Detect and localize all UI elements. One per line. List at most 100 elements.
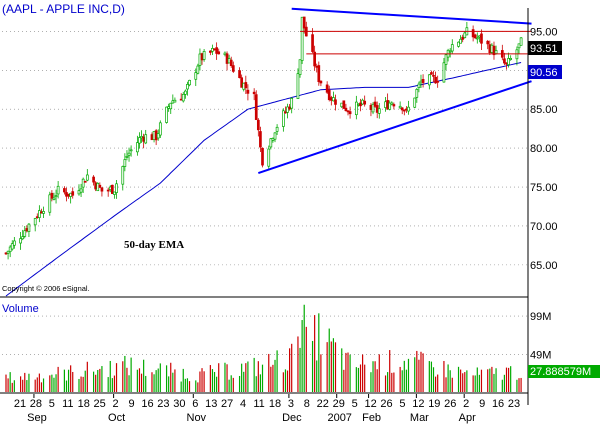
candle: [475, 32, 479, 44]
candle: [286, 103, 289, 119]
candle-body: [111, 184, 114, 194]
candle: [81, 177, 85, 193]
candle-body: [290, 98, 294, 109]
candle: [259, 126, 262, 153]
candle: [325, 81, 329, 95]
candle-body: [156, 133, 160, 139]
candle-body: [392, 104, 396, 107]
candle-body: [340, 102, 344, 108]
candle: [12, 237, 16, 249]
candle-body: [154, 130, 158, 141]
candle-body: [413, 97, 417, 108]
candle: [313, 45, 316, 71]
candle-body: [77, 190, 81, 195]
candle: [42, 206, 45, 218]
candle-body: [302, 16, 306, 29]
candle: [415, 87, 419, 103]
candle: [71, 187, 75, 199]
candle: [111, 184, 114, 195]
candle-body: [450, 44, 454, 52]
candle: [298, 59, 302, 78]
candle: [96, 182, 100, 192]
candle: [354, 95, 358, 120]
candle-body: [444, 54, 448, 65]
trendlines: [258, 7, 532, 174]
x-day-label: 6: [192, 398, 198, 410]
candle-body: [319, 80, 323, 84]
candle-body: [259, 131, 262, 148]
candle-body: [52, 197, 56, 200]
candle-body: [152, 131, 156, 140]
candle: [186, 81, 189, 96]
candle-body: [10, 243, 14, 250]
candle: [463, 31, 467, 39]
candle-body: [4, 252, 8, 255]
candle-body: [254, 94, 258, 120]
x-day-label: 3: [288, 398, 294, 410]
candle: [450, 39, 454, 54]
candle-body: [427, 74, 431, 86]
candle: [434, 71, 437, 84]
candle-body: [490, 44, 494, 53]
candle-body: [136, 142, 139, 153]
candle: [417, 81, 421, 93]
candle-body: [48, 194, 52, 213]
candle-body: [432, 74, 435, 77]
candle-body: [23, 230, 27, 237]
candle-body: [209, 50, 212, 53]
candle: [400, 107, 404, 115]
candle-body: [92, 176, 95, 183]
candle: [138, 132, 141, 149]
candle-body: [517, 43, 521, 49]
candle: [519, 36, 523, 46]
candle-body: [200, 53, 204, 61]
candle-body: [213, 48, 216, 51]
candle: [317, 61, 321, 86]
candle: [83, 180, 87, 183]
candle-body: [361, 99, 364, 105]
candle: [213, 48, 216, 51]
candle-body: [98, 184, 102, 188]
candle: [300, 16, 304, 65]
candle: [332, 91, 335, 102]
candles: [4, 16, 523, 260]
candle-body: [402, 109, 406, 112]
x-day-label: 5: [49, 398, 55, 410]
candle-body: [202, 50, 206, 60]
x-day-label: 26: [380, 398, 392, 410]
candle: [252, 88, 256, 101]
candle-body: [342, 100, 346, 109]
candle-body: [332, 97, 335, 102]
candle-body: [138, 137, 141, 144]
candle-body: [85, 174, 89, 181]
candle: [113, 191, 116, 199]
candle: [209, 50, 212, 56]
candle: [121, 165, 125, 191]
candle-body: [288, 106, 291, 110]
candle-body: [115, 183, 118, 193]
candle-body: [186, 84, 189, 90]
candle-body: [27, 223, 31, 232]
candle: [503, 52, 506, 66]
candle-body: [271, 138, 275, 141]
horizontal-levels: [300, 30, 532, 55]
candle: [165, 106, 168, 124]
candle: [344, 103, 348, 112]
candle-body: [113, 191, 116, 195]
candle-body: [38, 210, 41, 218]
candle: [348, 106, 352, 119]
candle: [48, 191, 52, 216]
candle: [269, 138, 273, 150]
resistance-trendline: [291, 7, 532, 25]
candle: [421, 74, 425, 88]
candle-body: [282, 110, 285, 127]
candle-body: [459, 38, 462, 44]
candle: [92, 175, 95, 186]
candle-body: [346, 110, 350, 113]
candle-body: [227, 58, 231, 64]
candle: [261, 147, 264, 168]
candle: [19, 231, 22, 250]
candle-body: [171, 100, 175, 104]
candle-body: [386, 100, 389, 110]
candle-body: [371, 103, 375, 113]
